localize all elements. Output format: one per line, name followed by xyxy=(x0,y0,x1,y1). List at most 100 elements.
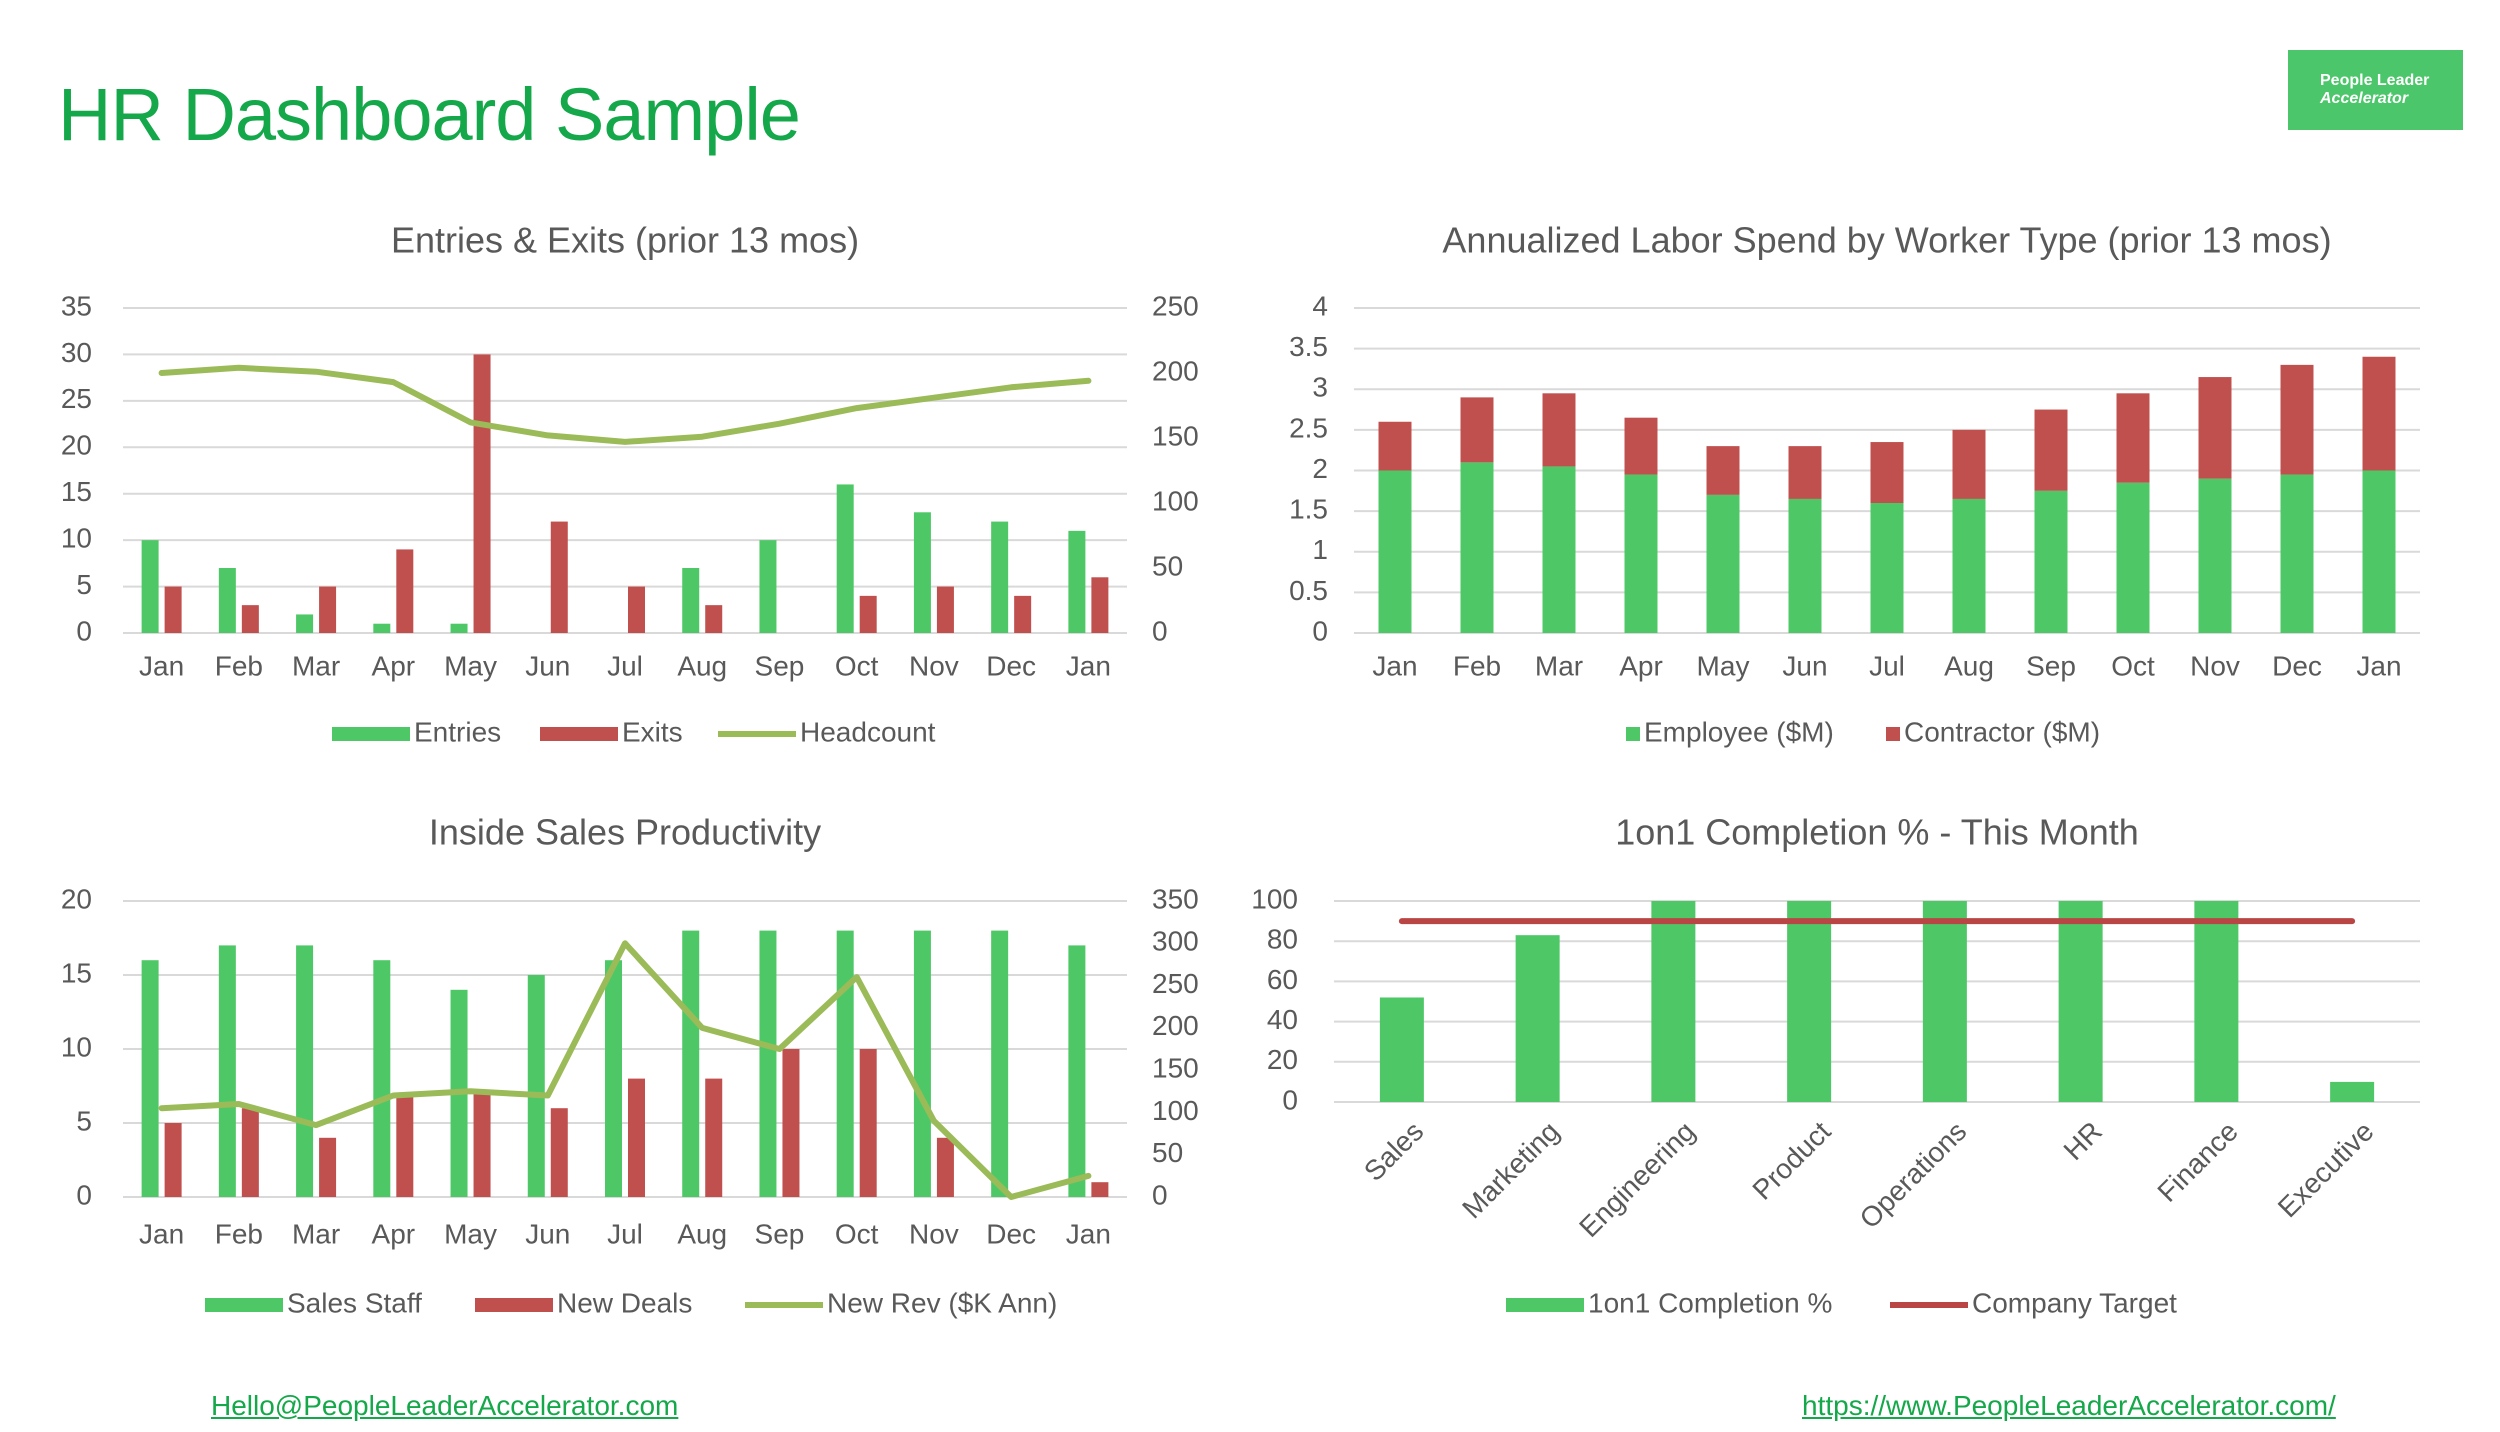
bar xyxy=(1378,470,1412,633)
website-link[interactable]: https://www.PeopleLeaderAccelerator.com/ xyxy=(1802,1390,2336,1421)
bar xyxy=(218,568,236,633)
bar xyxy=(2034,409,2068,491)
x-tick-label: Nov xyxy=(909,1218,959,1249)
x-tick-label: May xyxy=(1697,650,1750,681)
x-tick-label: Jan xyxy=(1372,650,1417,681)
bar xyxy=(218,945,236,1197)
y-tick-label: 35 xyxy=(61,290,92,321)
bar xyxy=(1788,446,1822,499)
bar xyxy=(373,960,391,1197)
bar xyxy=(141,540,159,633)
x-tick-label: Jan xyxy=(2356,650,2401,681)
bar xyxy=(759,540,777,633)
y2-tick-label: 350 xyxy=(1152,883,1199,914)
brand-logo[interactable]: People Leader Accelerator xyxy=(2288,50,2463,130)
x-tick-label: Jan xyxy=(139,1218,184,1249)
x-tick-label: Product xyxy=(1746,1115,1836,1205)
bar xyxy=(1542,466,1576,633)
bar xyxy=(1091,1182,1109,1197)
bar xyxy=(913,930,931,1197)
logo-line-2: Accelerator xyxy=(2320,90,2409,107)
y-tick-label: 0 xyxy=(1312,615,1328,646)
x-tick-label: Aug xyxy=(677,1218,727,1249)
y-tick-label: 20 xyxy=(61,430,92,461)
y-tick-label: 30 xyxy=(61,337,92,368)
bar xyxy=(2034,490,2068,633)
bar xyxy=(759,930,777,1197)
y-tick-label: 2.5 xyxy=(1289,412,1328,443)
x-tick-label: Executive xyxy=(2272,1116,2380,1224)
x-tick-label: May xyxy=(444,650,497,681)
y-tick-label: 10 xyxy=(61,523,92,554)
y2-tick-label: 300 xyxy=(1152,926,1199,957)
chart-one-on-one: 1on1 Completion % - This Month 0 20 40 60 80 1… xyxy=(1251,812,2420,1318)
x-tick-label: Marketing xyxy=(1456,1116,1565,1225)
bar xyxy=(1870,442,1904,503)
email-link[interactable]: Hello@PeopleLeaderAccelerator.com xyxy=(211,1390,679,1421)
bar xyxy=(2198,377,2232,479)
x-tick-label: HR xyxy=(2058,1116,2109,1167)
bar xyxy=(550,1108,568,1197)
chart-title: Inside Sales Productivity xyxy=(429,812,821,853)
bar xyxy=(1515,935,1560,1102)
page-title: HR Dashboard Sample xyxy=(58,73,801,156)
legend-label: Headcount xyxy=(800,716,936,747)
bar xyxy=(859,595,877,633)
bar xyxy=(527,975,545,1197)
y2-tick-label: 50 xyxy=(1152,550,1183,581)
bar xyxy=(2116,393,2150,483)
x-tick-label: Oct xyxy=(835,650,879,681)
x-tick-label: Jun xyxy=(525,1218,570,1249)
x-tick-label: Aug xyxy=(1944,650,1994,681)
bar xyxy=(1068,530,1086,633)
x-tick-label: Jul xyxy=(607,650,643,681)
y2-tick-label: 200 xyxy=(1152,355,1199,386)
bar xyxy=(1378,421,1412,471)
bar xyxy=(2116,482,2150,633)
y2-tick-label: 200 xyxy=(1152,1010,1199,1041)
bar xyxy=(296,614,314,633)
bar xyxy=(2362,470,2396,633)
x-tick-label: Mar xyxy=(292,650,340,681)
bar xyxy=(682,568,700,633)
x-tick-label: Jan xyxy=(1066,1218,1111,1249)
legend-label: Exits xyxy=(622,716,683,747)
x-tick-label: Apr xyxy=(1619,650,1663,681)
x-tick-label: Oct xyxy=(2111,650,2155,681)
x-tick-label: Jun xyxy=(525,650,570,681)
y-tick-label: 3.5 xyxy=(1289,331,1328,362)
x-tick-label: Dec xyxy=(2272,650,2322,681)
bar xyxy=(936,586,954,633)
series-line xyxy=(158,364,1092,445)
bar xyxy=(628,1078,645,1197)
legend-label: Company Target xyxy=(1972,1287,2177,1318)
legend-swatch xyxy=(1626,727,1640,741)
x-tick-label: Dec xyxy=(986,1218,1036,1249)
bar xyxy=(782,1049,800,1197)
bar xyxy=(2194,901,2239,1102)
y2-tick-label: 100 xyxy=(1152,485,1199,516)
y-tick-label: 0 xyxy=(76,1179,92,1210)
y-tick-label: 10 xyxy=(61,1031,92,1062)
x-tick-label: Nov xyxy=(909,650,959,681)
x-tick-label: Mar xyxy=(1535,650,1583,681)
y-tick-label: 0 xyxy=(1282,1084,1298,1115)
x-tick-label: Feb xyxy=(215,650,263,681)
bar xyxy=(1922,901,1967,1102)
bar xyxy=(2330,1081,2375,1102)
bar xyxy=(705,605,723,633)
bar xyxy=(1014,595,1032,633)
x-tick-label: May xyxy=(444,1218,497,1249)
legend-swatch xyxy=(1886,727,1900,741)
legend-label: Employee ($M) xyxy=(1644,716,1834,747)
y2-tick-label: 50 xyxy=(1152,1137,1183,1168)
legend-label: Contractor ($M) xyxy=(1904,716,2100,747)
bar xyxy=(164,586,182,633)
bar xyxy=(164,1123,182,1197)
x-tick-label: Sep xyxy=(755,650,805,681)
y-tick-label: 1 xyxy=(1312,534,1328,565)
y-tick-label: 60 xyxy=(1267,964,1298,995)
bar xyxy=(991,930,1009,1197)
y-tick-label: 5 xyxy=(76,569,92,600)
bar xyxy=(296,945,314,1197)
